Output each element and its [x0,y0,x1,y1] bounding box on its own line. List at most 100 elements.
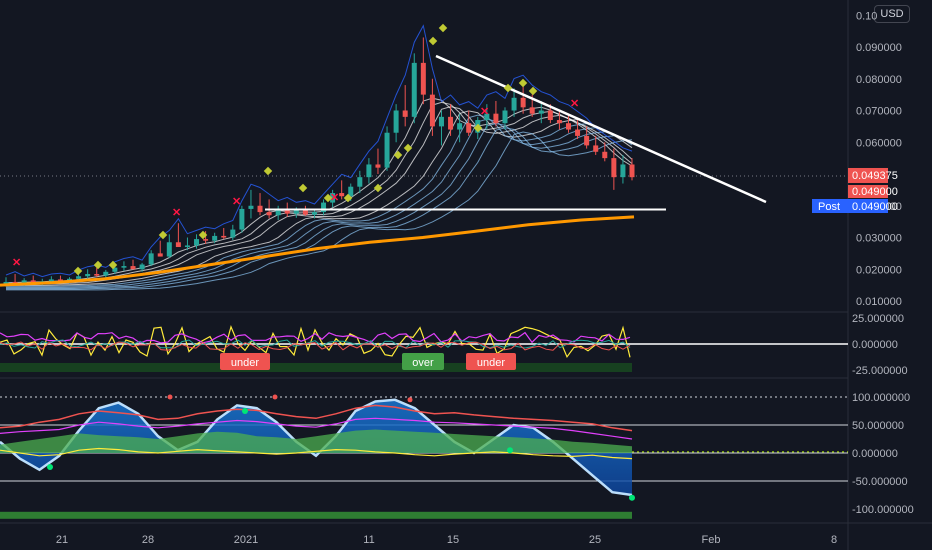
candle-body [565,123,571,130]
candle-body [266,212,272,216]
signal-cross: ✕ [570,98,579,110]
ribbon-line [6,127,633,290]
currency-button[interactable]: USD [874,5,910,23]
post-badge [812,199,888,213]
price-tick-label: 0.010000 [856,296,902,308]
candle-body [311,212,317,215]
osc2-tick-label: -100.000000 [852,504,914,516]
candle-body [620,164,626,178]
osc2-tick-label: -50.000000 [852,476,908,488]
signal-cross: ✕ [480,106,489,118]
time-tick-label: 11 [363,534,374,546]
candle-body [448,116,454,130]
osc1-series-yellow [0,324,631,358]
time-tick-label: 25 [589,534,601,546]
ribbon-line [6,131,633,291]
signal-diamond [323,193,333,203]
candle-body [330,193,336,203]
osc2-tick-label: 100.000000 [852,392,910,404]
price-axis: 0.0100000.0200000.0300000.0400000.060000… [812,10,902,308]
price-tick-label: 0.080000 [856,74,902,86]
candle-body [85,274,91,277]
signal-diamond [108,260,118,270]
candle-body [484,113,490,121]
time-tick-label: 8 [831,534,837,546]
signal-cross: ✕ [172,207,181,219]
overlay-lines: ✕ ✕ ✕ ✕ ✕ ✕ [0,23,767,287]
signal-diamond [373,183,383,193]
candle-body [212,235,218,241]
candle-body [538,110,544,114]
ribbon-line [6,106,633,285]
price-tick-label: 0.060000 [856,137,902,149]
osc2-signal-dot [167,394,173,400]
osc1-series-teal [0,339,631,349]
candle-body [556,120,562,124]
candle-body [67,278,73,281]
osc1-tick-label: -25.000000 [852,365,908,377]
time-tick-label: 15 [447,534,459,546]
time-tick-label: Feb [702,534,721,546]
osc2-signal-dot [242,408,248,414]
osc2-signal-dot [272,394,278,400]
post-value: 0.049000 [852,201,898,213]
candle-body [76,276,82,279]
candle-body [139,264,145,270]
candle-body [602,151,608,159]
signal-diamond [403,143,413,153]
osc2-signal-dot [407,397,413,403]
time-axis: 21 28 2021 11 15 25 Feb 8 [56,534,837,546]
channel-upper [5,24,633,278]
candle-body [520,97,526,108]
last-price-value: 0.049375 [852,170,898,182]
candle-body [348,186,354,197]
candle-body [302,210,308,215]
candle-body [575,129,581,136]
candle-body [293,210,299,214]
price-tick-label: 0.020000 [856,264,902,276]
candle-body [457,123,463,130]
osc2-signal-dot [47,464,53,470]
candle-body [411,62,417,117]
candle-body [402,110,408,117]
ribbon-line [5,97,633,284]
candle-body [339,193,345,197]
signal-cross: ✕ [330,192,339,204]
signal-diamond [298,183,308,193]
signal-diamond [428,36,438,46]
osc1-tick-label: 25.000000 [852,313,904,325]
signal-diamond [473,123,483,133]
signal-diamond [393,150,403,160]
candle-body [157,253,163,257]
ribbon-line [6,101,633,285]
candle-body [529,107,535,114]
ribbon-line [6,110,633,286]
osc2-green-area [0,429,632,453]
signal-diamond [263,166,273,176]
signal-diamond [438,23,448,33]
candle-body [284,208,290,214]
candle-body [103,271,109,276]
price-tick-label: 0.030000 [856,233,902,245]
osc2-bottom-band [0,511,632,519]
time-tick-label: 28 [142,534,154,546]
candle-body [466,123,472,133]
ribbon-band [5,24,633,291]
osc1-series-purple [0,331,631,344]
price-tick-label: 0.10 [856,10,877,22]
ribbon-line [6,122,633,289]
candle-body [511,97,517,111]
candle-body [221,235,227,238]
candle-body [420,62,426,95]
post-label: Post [818,201,840,213]
osc1-label-text: under [477,357,505,369]
price-tick-label: 0.070000 [856,106,902,118]
oscillator-2-panel: 100.000000 50.000000 0.000000 -50.000000 -10… [0,392,914,519]
osc1-label-text: over [412,357,434,369]
signal-diamond [518,78,528,88]
candle-body [275,208,281,216]
descending-trendline [435,54,767,204]
price-tick-label: 0.090000 [856,42,902,54]
candle-body [593,145,599,152]
candle-body [357,177,363,187]
